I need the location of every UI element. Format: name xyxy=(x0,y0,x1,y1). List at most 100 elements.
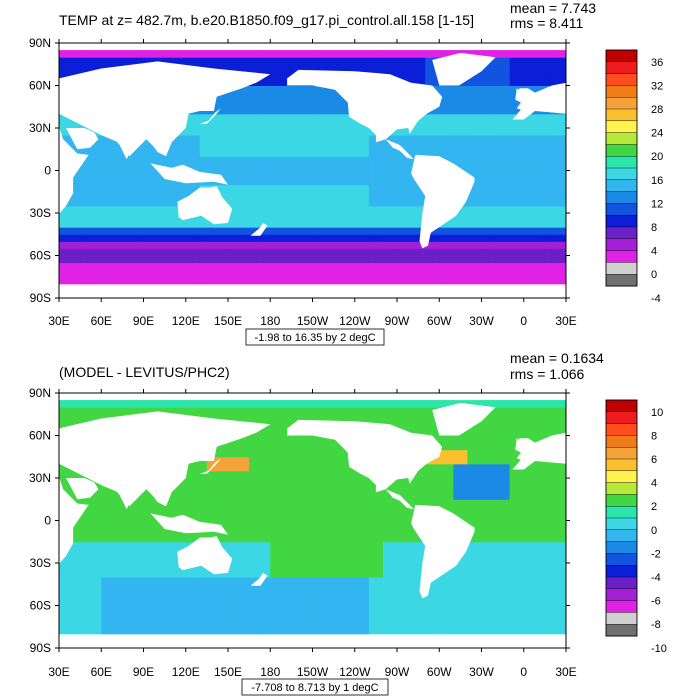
field-cell xyxy=(397,163,405,171)
field-cell xyxy=(242,492,250,500)
field-cell xyxy=(326,555,335,564)
field-cell xyxy=(242,262,250,271)
field-cell xyxy=(249,612,257,621)
contour-info: -7.708 to 8.713 by 1 degC xyxy=(251,682,378,694)
field-cell xyxy=(122,191,130,200)
field-cell xyxy=(523,170,532,179)
field-cell xyxy=(80,57,88,65)
field-cell xyxy=(333,605,342,614)
field-cell xyxy=(249,255,257,264)
field-cell xyxy=(101,163,109,171)
field-cell xyxy=(558,485,567,493)
field-cell xyxy=(453,92,461,101)
field-cell xyxy=(312,449,321,458)
field-cell xyxy=(495,400,504,408)
field-cell xyxy=(530,435,539,444)
field-cell xyxy=(382,513,391,521)
field-cell xyxy=(192,598,201,606)
field-cell xyxy=(122,598,130,606)
field-cell xyxy=(242,555,250,564)
field-cell xyxy=(446,92,454,101)
field-cell xyxy=(509,106,518,115)
field-cell xyxy=(523,50,532,58)
field-cell xyxy=(551,407,560,415)
field-cell xyxy=(206,120,215,129)
field-cell xyxy=(502,142,511,150)
field-cell xyxy=(425,64,433,72)
field-cell xyxy=(143,177,152,186)
field-cell xyxy=(143,570,152,578)
field-cell xyxy=(411,605,419,614)
field-cell xyxy=(411,184,419,193)
field-cell xyxy=(411,255,419,264)
field-cell xyxy=(277,255,285,264)
field-cell xyxy=(157,177,166,186)
field-cell xyxy=(136,541,144,550)
field-cell xyxy=(418,128,426,136)
field-cell xyxy=(404,184,412,193)
field-cell xyxy=(228,255,236,264)
field-cell xyxy=(150,598,159,606)
field-cell xyxy=(291,520,299,529)
field-cell xyxy=(425,142,433,150)
field-cell xyxy=(284,520,292,529)
field-cell xyxy=(213,227,222,235)
field-cell xyxy=(199,506,208,514)
field-cell xyxy=(242,506,250,514)
field-cell xyxy=(66,400,74,408)
field-cell xyxy=(516,577,525,585)
field-cell xyxy=(404,478,412,486)
field-cell xyxy=(418,555,426,564)
field-cell xyxy=(404,485,412,493)
field-cell xyxy=(558,534,567,543)
field-cell xyxy=(453,276,461,285)
field-cell xyxy=(108,506,116,514)
field-cell xyxy=(213,142,222,150)
field-cell xyxy=(319,499,328,507)
field-cell xyxy=(94,555,102,564)
field-cell xyxy=(361,198,370,207)
field-cell xyxy=(164,198,173,207)
field-cell xyxy=(312,478,321,486)
field-cell xyxy=(361,563,370,571)
field-cell xyxy=(199,626,208,635)
field-cell xyxy=(474,449,482,458)
field-cell xyxy=(446,456,454,465)
field-cell xyxy=(404,276,412,285)
field-cell xyxy=(284,92,292,101)
field-cell xyxy=(213,449,222,458)
field-cell xyxy=(333,57,342,65)
field-cell xyxy=(361,499,370,507)
field-cell xyxy=(263,499,271,507)
field-cell xyxy=(312,626,321,635)
field-cell xyxy=(305,276,313,285)
field-cell xyxy=(439,470,447,479)
field-cell xyxy=(551,584,560,592)
field-cell xyxy=(375,513,384,521)
field-cell xyxy=(502,234,511,242)
field-cell xyxy=(171,591,180,599)
field-cell xyxy=(446,262,454,271)
field-cell xyxy=(256,191,264,200)
field-cell xyxy=(495,276,504,285)
field-cell xyxy=(291,50,299,58)
field-cell xyxy=(347,135,356,143)
field-cell xyxy=(537,435,546,444)
field-cell xyxy=(375,170,384,179)
field-cell xyxy=(368,234,377,242)
field-cell xyxy=(143,227,152,235)
field-cell xyxy=(558,563,567,571)
field-cell xyxy=(136,598,144,606)
field-cell xyxy=(340,205,349,214)
field-cell xyxy=(368,563,377,571)
field-cell xyxy=(270,106,278,115)
field-cell xyxy=(509,78,518,86)
field-cell xyxy=(206,142,215,150)
field-cell xyxy=(115,149,123,157)
field-cell xyxy=(368,400,377,408)
field-cell xyxy=(382,506,391,514)
field-cell xyxy=(425,478,433,486)
field-cell xyxy=(185,400,194,408)
field-cell xyxy=(164,50,173,58)
